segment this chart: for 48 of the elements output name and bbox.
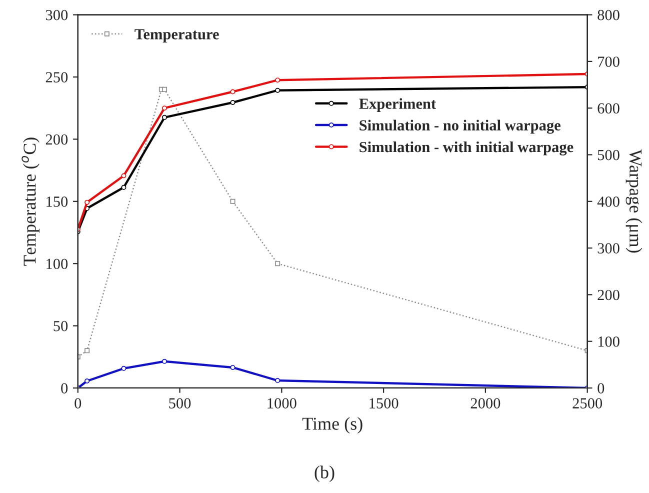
y-tick-label: 250 [46, 72, 68, 82]
y2-tick-label: 600 [598, 103, 620, 114]
y2-tick-label: 700 [598, 56, 620, 67]
y-tick-label: 0 [61, 383, 68, 394]
legend-label: Experiment [359, 98, 436, 112]
point [230, 100, 236, 105]
y-tick-label: 200 [46, 134, 68, 145]
point [275, 261, 280, 266]
point [162, 86, 167, 92]
text: (b) [314, 466, 334, 482]
point [230, 198, 236, 204]
y-tick-label: 150 [46, 196, 68, 207]
x-tick-label: 2500 [572, 398, 602, 408]
point [121, 184, 126, 190]
y-tick-label: 50 [54, 320, 68, 332]
y2-tick-label: 800 [598, 10, 620, 20]
point [121, 366, 126, 371]
x-tick-label: 1500 [370, 398, 398, 408]
legend-label: Simulation - no initial warpage [360, 120, 560, 134]
x-tick-label: 2000 [470, 398, 500, 408]
point [275, 88, 280, 93]
point [84, 348, 90, 354]
y2-tick-label: 100 [598, 336, 620, 347]
point [84, 200, 90, 205]
point [230, 89, 236, 94]
point [121, 173, 126, 178]
x-tick-label: 500 [169, 398, 191, 408]
y2-tick-label: 200 [598, 290, 620, 300]
point [275, 78, 280, 83]
y-tick-label: 100 [46, 258, 68, 270]
y2-tick-label: 400 [597, 196, 620, 207]
y2-tick-label: 500 [598, 150, 620, 160]
y-tick-label: 300 [46, 10, 68, 20]
y2-tick-label: 0 [598, 383, 604, 394]
point [84, 378, 90, 384]
y-axis-title: Temperature ($^{o}$C) [22, 138, 40, 266]
point [162, 106, 167, 111]
x-axis-title: Time (s) [302, 417, 362, 434]
legend-label: Simulation - with initial warpage [360, 141, 574, 156]
x-tick-label: 0 [74, 398, 82, 408]
point [162, 114, 167, 120]
legend-label: Temperature [134, 29, 219, 42]
point [230, 364, 236, 370]
y2-tick-label: 300 [598, 243, 620, 254]
point [162, 358, 167, 364]
point [275, 378, 280, 384]
x-tick-label: 1000 [268, 398, 296, 408]
y2-axis-title: Warpage (μm) [626, 149, 642, 253]
